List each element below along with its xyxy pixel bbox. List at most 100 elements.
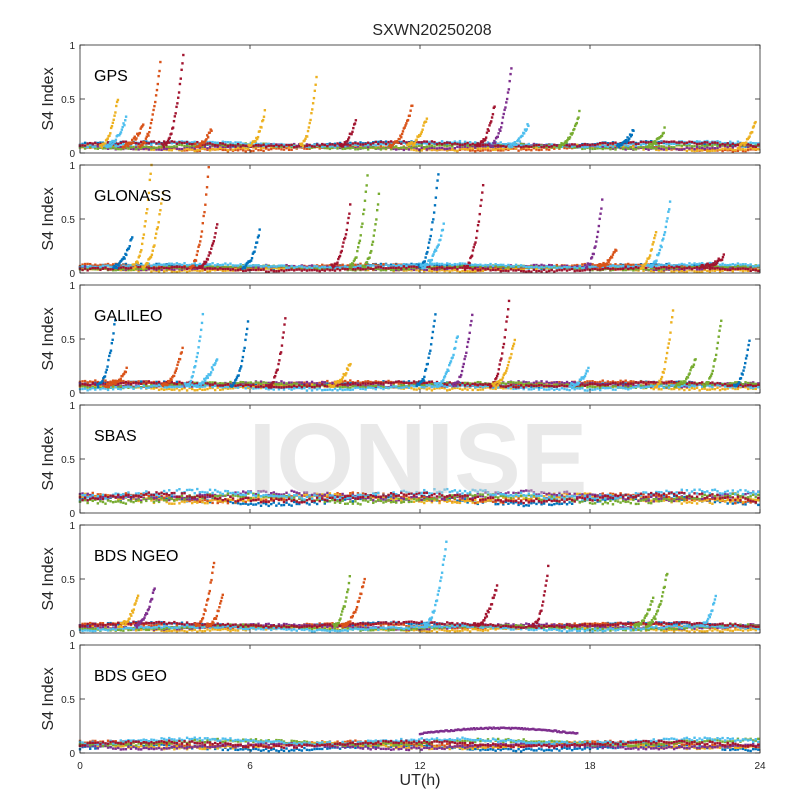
data-point	[535, 270, 538, 273]
data-point	[267, 144, 270, 147]
y-tick-label: 1	[69, 41, 75, 52]
data-point	[611, 267, 615, 270]
data-point	[440, 262, 444, 266]
data-point	[493, 105, 496, 108]
data-point	[178, 143, 181, 147]
data-point	[346, 145, 349, 149]
data-point	[364, 380, 367, 383]
data-point	[616, 142, 620, 146]
data-point	[600, 207, 603, 210]
data-point	[354, 148, 357, 151]
data-point	[254, 139, 257, 143]
data-point	[491, 113, 495, 116]
data-point	[609, 264, 612, 268]
data-point	[530, 385, 533, 388]
data-point	[109, 140, 112, 144]
data-point	[94, 141, 97, 145]
data-point	[356, 145, 360, 148]
data-point	[138, 145, 142, 149]
data-point	[662, 267, 666, 271]
data-point	[476, 224, 480, 227]
data-point	[410, 146, 413, 149]
data-point	[458, 148, 462, 151]
data-point	[173, 115, 177, 118]
data-point	[471, 149, 474, 152]
data-point	[188, 142, 191, 146]
data-point	[634, 142, 638, 146]
data-point	[389, 143, 392, 146]
data-point	[244, 269, 247, 272]
data-point	[698, 267, 701, 270]
data-point	[91, 266, 94, 270]
data-point	[188, 265, 192, 269]
data-point	[151, 113, 154, 116]
data-point	[366, 148, 370, 151]
data-point	[576, 117, 579, 121]
data-point	[591, 146, 594, 149]
data-point	[395, 266, 398, 270]
data-point	[734, 263, 737, 267]
data-point	[711, 269, 714, 272]
data-point	[193, 140, 196, 144]
data-point	[150, 253, 154, 256]
data-point	[226, 384, 230, 387]
data-point	[159, 60, 162, 64]
data-point	[256, 236, 260, 239]
data-point	[160, 197, 164, 201]
data-point	[372, 142, 375, 145]
panel-label: GPS	[94, 68, 128, 85]
data-point	[382, 143, 385, 146]
data-point	[487, 129, 490, 132]
data-point	[436, 179, 439, 182]
data-point	[517, 267, 520, 270]
data-point	[451, 263, 454, 267]
data-point	[627, 262, 630, 266]
data-point	[435, 149, 439, 152]
data-point	[221, 266, 224, 269]
data-point	[239, 147, 242, 151]
data-point	[384, 140, 388, 143]
data-point	[550, 268, 553, 272]
data-point	[152, 269, 156, 272]
data-point	[336, 142, 339, 145]
data-point	[136, 261, 140, 264]
data-point	[336, 261, 339, 264]
data-point	[96, 141, 100, 145]
data-point	[356, 143, 360, 147]
data-point	[379, 269, 383, 272]
data-point	[563, 141, 567, 144]
data-point	[106, 147, 110, 150]
data-point	[239, 265, 242, 268]
data-point	[430, 269, 434, 273]
data-point	[137, 256, 140, 259]
data-point	[521, 134, 524, 137]
data-point	[236, 266, 240, 269]
data-point	[584, 266, 588, 270]
data-point	[170, 132, 173, 135]
data-point	[254, 383, 258, 387]
data-point	[545, 148, 548, 151]
data-point	[750, 130, 754, 134]
data-point	[757, 264, 760, 267]
data-point	[94, 145, 97, 148]
data-point	[532, 268, 536, 272]
data-point	[226, 149, 230, 152]
data-point	[249, 268, 253, 272]
data-point	[593, 264, 597, 267]
plot-area	[80, 285, 760, 393]
data-point	[614, 268, 617, 271]
data-point	[420, 146, 423, 149]
data-point	[484, 136, 488, 139]
data-point	[277, 144, 281, 148]
data-point	[344, 233, 348, 236]
data-point	[708, 147, 712, 150]
data-point	[601, 143, 604, 146]
data-point	[106, 262, 110, 266]
data-point	[402, 269, 406, 272]
data-point	[270, 265, 273, 268]
data-point	[488, 124, 491, 127]
data-point	[106, 264, 110, 267]
data-point	[481, 191, 484, 194]
data-point	[611, 142, 615, 145]
data-point	[389, 266, 393, 269]
